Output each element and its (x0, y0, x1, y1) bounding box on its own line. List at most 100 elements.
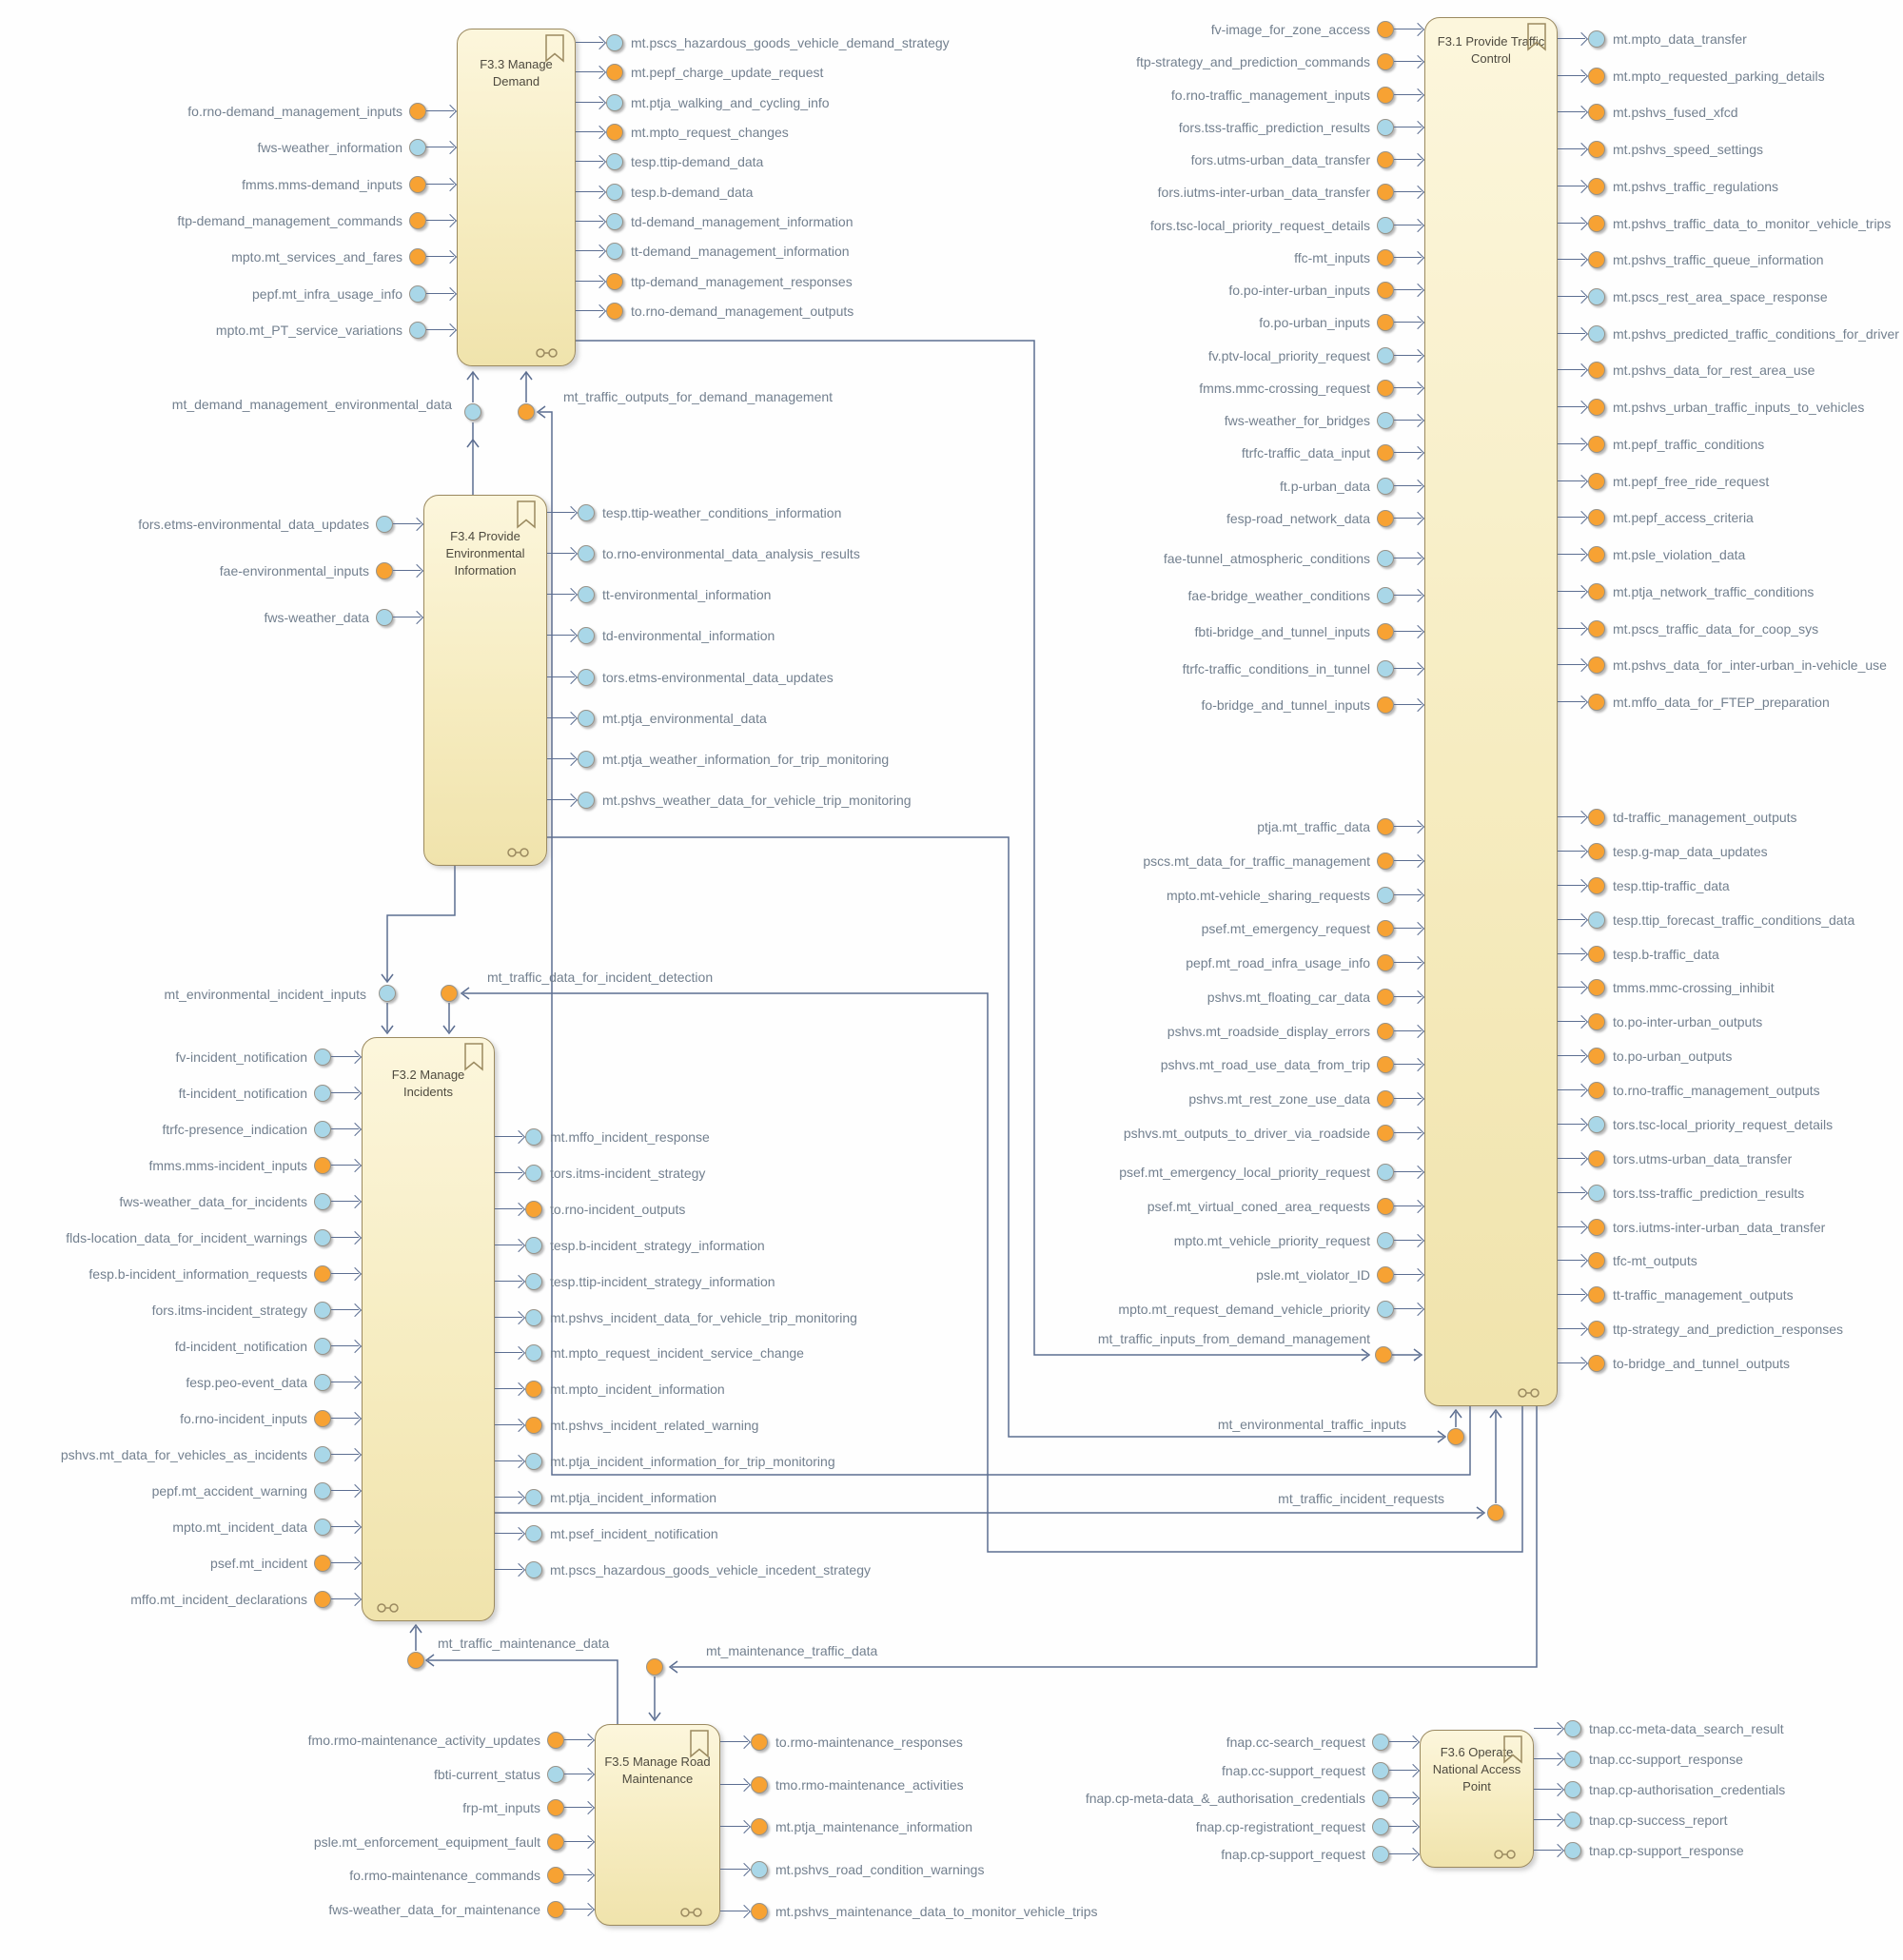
port-circle[interactable] (314, 1121, 331, 1138)
port-circle[interactable] (1377, 184, 1394, 202)
port-circle[interactable] (1377, 216, 1394, 234)
port-circle[interactable] (1588, 104, 1605, 122)
port-circle[interactable] (578, 750, 595, 768)
port-circle[interactable] (578, 504, 595, 521)
port-circle[interactable] (1564, 1720, 1581, 1737)
port-circle[interactable] (1377, 477, 1394, 495)
port-circle[interactable] (547, 1833, 564, 1851)
port-circle[interactable] (606, 34, 623, 51)
port-circle-maintenance-traffic[interactable] (645, 1657, 663, 1676)
port-circle[interactable] (751, 1734, 768, 1751)
port-circle[interactable] (1588, 979, 1605, 997)
port-circle[interactable] (525, 1200, 542, 1218)
port-circle-incident-env[interactable] (378, 984, 396, 1002)
port-circle[interactable] (314, 1555, 331, 1572)
port-circle[interactable] (1377, 1198, 1394, 1215)
port-circle[interactable] (606, 183, 623, 201)
port-circle[interactable] (1377, 509, 1394, 527)
port-circle[interactable] (751, 1818, 768, 1835)
port-circle[interactable] (314, 1446, 331, 1463)
port-circle[interactable] (1377, 444, 1394, 462)
port-circle[interactable] (376, 516, 393, 533)
port-circle[interactable] (547, 1799, 564, 1817)
port-circle[interactable] (409, 103, 426, 120)
port-circle[interactable] (1377, 696, 1394, 714)
port-circle[interactable] (314, 1085, 331, 1102)
port-circle[interactable] (1588, 1286, 1605, 1304)
port-circle-incident-detection[interactable] (440, 984, 458, 1002)
port-circle[interactable] (1588, 1082, 1605, 1099)
function-box-f32[interactable]: F3.2 Manage Incidents (362, 1037, 495, 1621)
port-circle[interactable] (1377, 920, 1394, 938)
port-circle-demand-traffic[interactable] (517, 402, 535, 421)
port-circle[interactable] (1588, 1048, 1605, 1066)
port-circle[interactable] (1588, 1184, 1605, 1202)
port-circle[interactable] (751, 1775, 768, 1793)
port-circle[interactable] (314, 1302, 331, 1319)
port-circle[interactable] (1377, 818, 1394, 835)
port-circle[interactable] (578, 627, 595, 645)
port-circle[interactable] (1564, 1842, 1581, 1859)
port-circle[interactable] (525, 1344, 542, 1362)
port-circle[interactable] (525, 1560, 542, 1578)
port-circle[interactable] (1564, 1812, 1581, 1829)
port-circle-demand-env[interactable] (463, 402, 481, 421)
port-circle[interactable] (547, 1867, 564, 1885)
port-circle[interactable] (1588, 842, 1605, 860)
port-circle[interactable] (1588, 251, 1605, 269)
port-circle-traffic-from-demand[interactable] (1374, 1345, 1392, 1363)
port-circle[interactable] (525, 1489, 542, 1507)
port-circle[interactable] (314, 1193, 331, 1210)
port-circle[interactable] (1588, 177, 1605, 195)
port-circle[interactable] (1588, 399, 1605, 417)
port-circle[interactable] (1588, 693, 1605, 711)
port-circle[interactable] (1377, 1301, 1394, 1318)
port-circle[interactable] (751, 1860, 768, 1878)
port-circle[interactable] (1377, 550, 1394, 567)
port-circle[interactable] (525, 1524, 542, 1542)
port-circle[interactable] (525, 1236, 542, 1254)
port-circle[interactable] (1588, 324, 1605, 343)
port-circle[interactable] (1377, 21, 1394, 38)
port-circle-incident-maintenance[interactable] (406, 1651, 424, 1669)
port-circle[interactable] (1588, 1013, 1605, 1031)
port-circle[interactable] (1372, 1761, 1389, 1779)
port-circle[interactable] (1377, 1266, 1394, 1284)
port-circle[interactable] (314, 1157, 331, 1174)
port-circle[interactable] (409, 284, 426, 303)
port-circle[interactable] (1588, 1321, 1605, 1339)
port-circle[interactable] (1372, 1790, 1389, 1807)
port-circle[interactable] (1564, 1751, 1581, 1768)
function-box-f33[interactable]: F3.3 Manage Demand (457, 29, 576, 366)
port-circle[interactable] (547, 1900, 564, 1918)
port-circle[interactable] (314, 1410, 331, 1427)
port-circle[interactable] (606, 243, 623, 261)
function-box-f36[interactable]: F3.6 Operate National Access Point (1420, 1730, 1534, 1868)
port-circle[interactable] (606, 123, 623, 141)
port-circle[interactable] (1377, 954, 1394, 972)
port-circle[interactable] (578, 668, 595, 686)
port-circle[interactable] (525, 1381, 542, 1399)
port-circle[interactable] (606, 64, 623, 82)
port-circle[interactable] (1377, 1090, 1394, 1108)
port-circle[interactable] (1377, 379, 1394, 397)
port-circle[interactable] (1372, 1846, 1389, 1863)
port-circle[interactable] (578, 545, 595, 563)
port-circle[interactable] (314, 1265, 331, 1283)
port-circle[interactable] (1377, 1232, 1394, 1249)
port-circle[interactable] (1588, 1218, 1605, 1236)
port-circle[interactable] (314, 1229, 331, 1246)
port-circle[interactable] (547, 1765, 564, 1783)
port-circle[interactable] (1564, 1781, 1581, 1798)
port-circle[interactable] (1588, 30, 1605, 48)
port-circle[interactable] (525, 1128, 542, 1146)
port-circle[interactable] (1588, 809, 1605, 826)
port-circle[interactable] (1377, 53, 1394, 71)
port-circle[interactable] (409, 248, 426, 266)
port-circle[interactable] (1377, 346, 1394, 364)
port-circle[interactable] (547, 1732, 564, 1749)
port-circle[interactable] (1588, 141, 1605, 159)
port-circle[interactable] (1377, 623, 1394, 640)
port-circle[interactable] (1377, 852, 1394, 870)
port-circle[interactable] (1588, 1149, 1605, 1167)
